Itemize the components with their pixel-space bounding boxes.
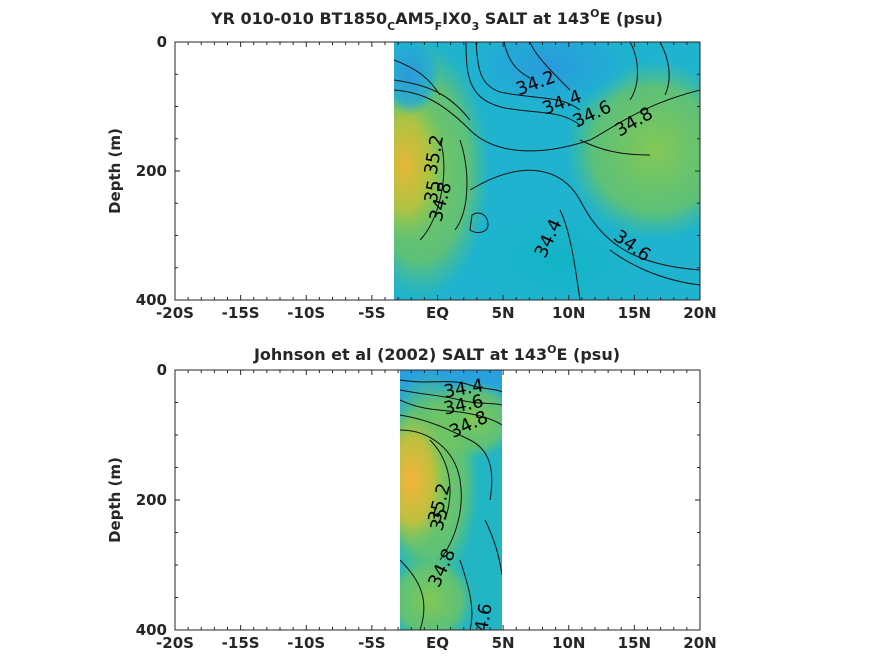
bottom-x-tick-label: -5S (358, 634, 385, 652)
top-y-tick-label: 0 (157, 33, 167, 51)
top-title-part: AM5 (395, 9, 434, 28)
top-title-part: IX0 (442, 9, 471, 28)
bottom-panel: Johnson et al (2002) SALT at 143OE (psu)… (106, 343, 717, 652)
bottom-x-tick-label: -10S (287, 634, 325, 652)
top-contour-label: 35 (421, 178, 446, 204)
bottom-y-axis-label: Depth (m) (106, 457, 124, 543)
top-title-part: C (387, 20, 395, 33)
top-x-tick-label: -10S (287, 304, 325, 322)
top-title-part: E (psu) (600, 9, 664, 28)
top-y-tick-label: 200 (136, 162, 167, 180)
top-x-tick-label: 20N (683, 304, 716, 322)
top-panel-title: YR 010-010 BT1850CAM5FIX03 SALT at 143OE… (210, 7, 663, 33)
bottom-x-tick-label: 10N (552, 634, 585, 652)
bottom-y-tick-label: 0 (157, 361, 167, 379)
top-title-part: 3 (472, 20, 480, 33)
bottom-x-tick-label: EQ (426, 634, 449, 652)
bottom-x-tick-label: -15S (222, 634, 260, 652)
top-y-tick-label: 400 (136, 291, 167, 309)
top-title-part: SALT at 143 (479, 9, 590, 28)
top-x-tick-label: -5S (358, 304, 385, 322)
top-x-tick-label: 10N (552, 304, 585, 322)
bottom-y-tick-label: 400 (136, 621, 167, 639)
bottom-x-tick-label: -20S (156, 634, 194, 652)
bottom-axes: -20S -15S -10S -5S EQ 5N 10N 15N 20N 0 200 400 (136, 361, 717, 652)
top-x-tick-label: -15S (222, 304, 260, 322)
top-title-part: F (435, 20, 443, 33)
bottom-x-tick-label: 20N (683, 634, 716, 652)
top-x-tick-label: 15N (618, 304, 651, 322)
bottom-title-part: Johnson et al (2002) SALT at 143 (253, 345, 547, 364)
top-axes: -20S -15S -10S -5S EQ 5N 10N 15N 20N 0 200 400 (136, 33, 717, 322)
bottom-panel-title: Johnson et al (2002) SALT at 143OE (psu) (253, 343, 620, 364)
bottom-title-part: O (547, 343, 556, 356)
top-x-tick-label: -20S (156, 304, 194, 322)
bottom-x-tick-label: 15N (618, 634, 651, 652)
bottom-title-part: E (psu) (557, 345, 621, 364)
top-x-tick-label: 5N (492, 304, 515, 322)
top-title-part: YR 010-010 BT1850 (210, 9, 387, 28)
top-title-part: O (590, 7, 599, 20)
top-x-tick-label: EQ (426, 304, 449, 322)
bottom-x-tick-label: 5N (492, 634, 515, 652)
top-y-axis-label: Depth (m) (106, 128, 124, 214)
top-panel: YR 010-010 BT1850CAM5FIX03 SALT at 143OE… (106, 7, 717, 322)
bottom-y-tick-label: 200 (136, 491, 167, 509)
